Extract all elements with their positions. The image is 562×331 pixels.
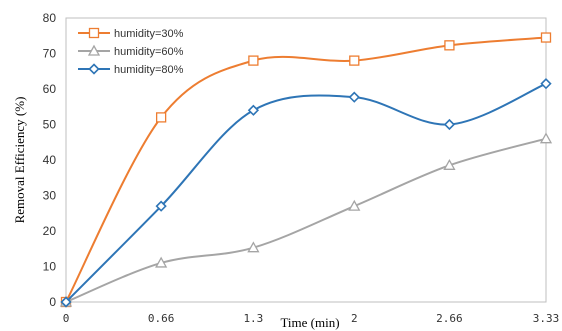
series-2 [59,132,553,307]
series-group [59,32,553,308]
data-point [443,118,456,131]
data-point [248,55,259,66]
data-point [155,200,167,212]
x-tick-label: 2 [351,312,358,325]
x-tick-label: 2.66 [436,312,463,325]
y-tick-label: 70 [43,47,57,61]
x-axis-title: Time (min) [280,315,339,330]
x-tick-label: 0.66 [148,312,175,325]
x-tick-label: 1.3 [243,312,263,325]
series-line [65,82,547,303]
y-tick-label: 50 [43,118,57,132]
y-tick-label: 40 [43,153,57,167]
y-tick-label: 30 [43,189,57,203]
data-point [539,132,553,144]
y-tick-label: 20 [43,224,57,238]
data-point [247,104,260,116]
data-point [155,256,168,268]
plot-area [65,17,547,303]
legend-marker [88,63,100,75]
x-axis-ticks: 0 0.66 1.3 2 2.66 3.33 [63,312,560,325]
y-tick-label: 80 [43,11,57,25]
legend: humidity=30% humidity=60% humidity=80% [78,27,184,76]
data-point [349,55,360,66]
series-3 [60,78,552,308]
legend-item: humidity=60% [78,44,184,58]
data-point [60,296,72,308]
legend-label: humidity=30% [114,28,184,40]
data-point [247,241,260,253]
y-tick-label: 10 [43,260,57,274]
y-axis-title: Removal Efficiency (%) [12,97,27,224]
data-point [444,40,455,51]
x-tick-label: 0 [63,312,70,325]
data-point [155,112,167,123]
data-point [443,158,456,170]
series-line [65,137,547,303]
legend-marker [88,27,100,39]
data-point [540,32,552,43]
legend-item: humidity=30% [78,27,184,40]
y-tick-label: 60 [43,82,57,96]
legend-label: humidity=80% [114,64,184,76]
legend-item: humidity=80% [78,63,184,76]
y-tick-label: 0 [49,295,56,309]
data-point [348,199,361,211]
legend-label: humidity=60% [114,46,184,58]
legend-marker [87,44,101,56]
y-axis-ticks: 0 10 20 30 40 50 60 70 80 [43,11,57,309]
data-point [540,78,552,90]
x-tick-label: 3.33 [533,312,560,325]
data-point [348,91,360,103]
